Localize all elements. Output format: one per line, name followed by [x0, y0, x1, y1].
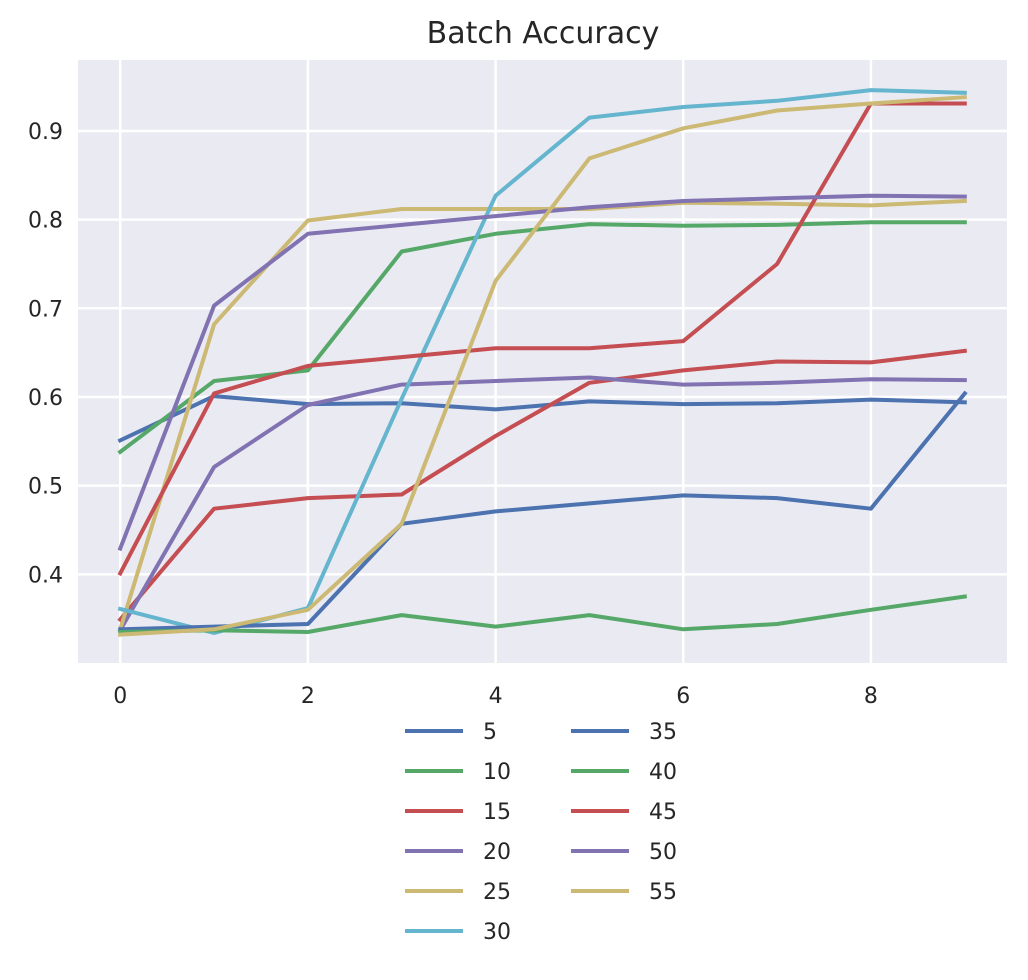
series-line-55	[118, 95, 967, 637]
y-tick-label: 0.8	[28, 209, 63, 234]
series-line-20	[117, 375, 967, 633]
series-line-35	[118, 390, 968, 632]
x-tick-label: 8	[864, 684, 878, 709]
x-tick-label: 0	[113, 684, 127, 709]
legend-label: 5	[483, 720, 497, 745]
series-line-15	[117, 348, 968, 623]
legend-label: 35	[649, 720, 677, 745]
legend: 5 10 15 20 25 30 35 40 45 50 55	[405, 720, 677, 945]
series-line-50	[117, 193, 967, 552]
legend-label: 50	[649, 840, 677, 865]
y-tick-label: 0.6	[28, 386, 63, 411]
series-line-10	[117, 220, 967, 455]
legend-label: 40	[649, 760, 677, 785]
legend-label: 55	[649, 880, 677, 905]
series-line-25	[117, 198, 967, 632]
series-line-45	[117, 101, 967, 577]
series-line-40	[118, 594, 968, 635]
legend-label: 25	[483, 880, 511, 905]
legend-label: 15	[483, 800, 511, 825]
y-tick-label: 0.9	[28, 120, 63, 145]
x-tick-label: 4	[489, 684, 503, 709]
y-tick-label: 0.7	[28, 297, 63, 322]
x-tick-label: 6	[676, 684, 690, 709]
x-tick-label: 2	[301, 684, 315, 709]
series-lines	[117, 88, 968, 637]
legend-label: 45	[649, 800, 677, 825]
chart-title: Batch Accuracy	[427, 16, 660, 51]
y-tick-label: 0.4	[28, 563, 63, 588]
legend-label: 30	[483, 920, 511, 945]
axis-ticks: 0 2 4 6 8 0.4 0.5 0.6 0.7 0.8 0.9	[28, 120, 878, 709]
y-tick-label: 0.5	[28, 475, 63, 500]
legend-label: 20	[483, 840, 511, 865]
series-line-5	[117, 394, 967, 444]
legend-label: 10	[483, 760, 511, 785]
